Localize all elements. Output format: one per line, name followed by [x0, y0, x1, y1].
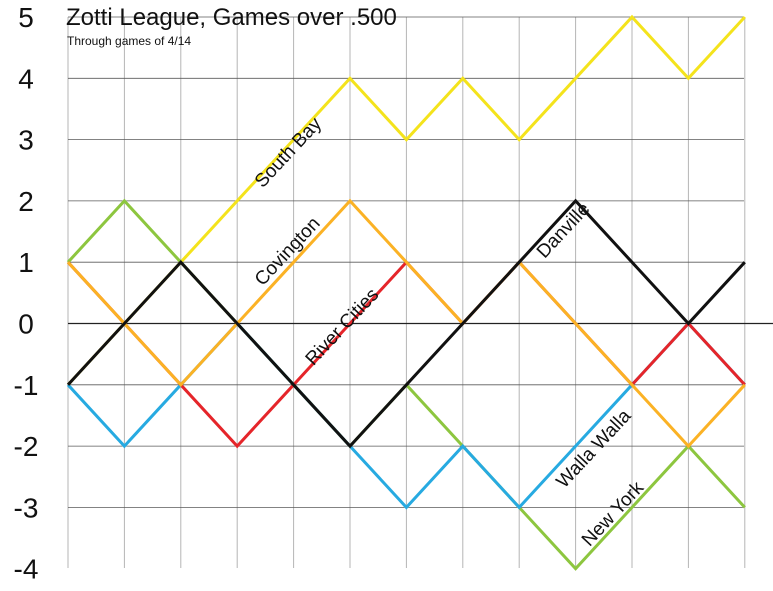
- y-tick-label: -3: [14, 492, 39, 523]
- y-tick-label: 3: [18, 125, 34, 156]
- series-label-new-york: New York: [578, 477, 648, 550]
- y-tick-label: 5: [18, 2, 34, 33]
- series-label-river-cities: River Cities: [302, 284, 384, 369]
- series-label-danville: Danville: [533, 199, 594, 263]
- series-label-south-bay: South Bay: [251, 113, 326, 192]
- y-tick-label: -1: [14, 370, 39, 401]
- vertical-gridlines: [67, 17, 746, 568]
- series-line-covington: [66, 198, 746, 449]
- chart-title: Zotti League, Games over .500: [66, 4, 397, 31]
- y-tick-label: -4: [14, 554, 39, 585]
- series-line-danville: [66, 198, 746, 449]
- series-label-walla-walla: Walla Walla: [553, 405, 636, 492]
- y-tick-label: -2: [14, 431, 39, 462]
- y-tick-label: 4: [18, 63, 34, 94]
- chart-subtitle: Through games of 4/14: [67, 34, 191, 48]
- series-lines: [66, 14, 746, 571]
- series-label-covington: Covington: [251, 213, 325, 290]
- y-tick-label: 0: [18, 309, 34, 340]
- y-tick-label: 1: [18, 247, 34, 278]
- y-axis-tick-labels: 5 4 3 2 1 0 -1 -2 -3 -4: [14, 2, 39, 585]
- y-tick-label: 2: [18, 186, 34, 217]
